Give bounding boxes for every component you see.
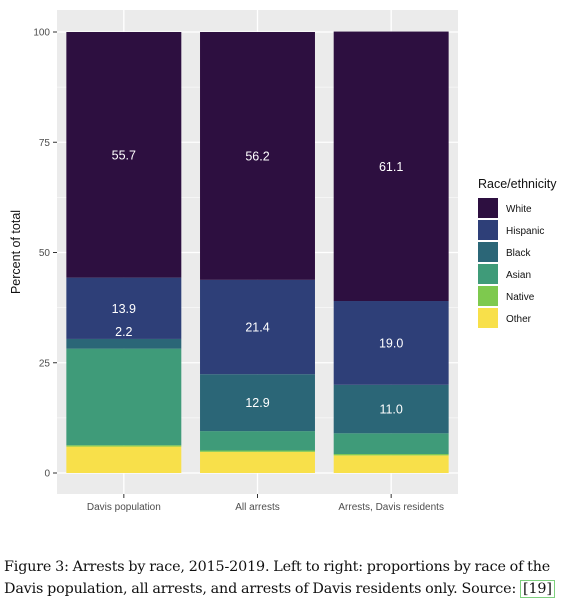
data-label-hispanic-all-arrests: 21.4	[245, 321, 269, 335]
caption-line-1: Figure 3: Arrests by race, 2015-2019. Le…	[4, 559, 551, 575]
y-tick-label: 50	[39, 248, 51, 259]
legend-label-white: White	[506, 204, 532, 215]
y-tick-label: 25	[39, 358, 51, 369]
legend-swatch-black	[478, 242, 498, 262]
stacked-bar-chart: 55.7 56.2 61.1 13.9 21.4 19.0 2.2 12.9 11.0 0 25 50…	[9, 10, 557, 513]
bar-other-davis-population	[66, 446, 182, 473]
legend-label-black: Black	[506, 248, 531, 259]
citation-link[interactable]: [19]	[520, 580, 555, 598]
bar-white-davis-population	[66, 32, 182, 278]
bar-native-all-arrests	[200, 450, 315, 452]
x-tick-label: Arrests, Davis residents	[338, 502, 444, 513]
bar-white-all-arrests	[200, 32, 315, 280]
legend-swatch-asian	[478, 264, 498, 284]
data-label-hispanic-arrests-davis-residents: 19.0	[379, 336, 403, 350]
bar-native-arrests-davis-residents	[333, 454, 449, 456]
y-tick-label: 0	[44, 469, 50, 480]
y-axis-title: Percent of total	[9, 210, 23, 294]
bar-asian-davis-population	[66, 348, 182, 446]
data-label-black-arrests-davis-residents: 11.0	[379, 403, 402, 417]
bar-hispanic-davis-population	[66, 277, 182, 339]
bar-hispanic-arrests-davis-residents	[333, 301, 449, 385]
y-tick-label: 75	[39, 138, 51, 149]
legend-swatch-native	[478, 286, 498, 306]
legend-swatch-white	[478, 198, 498, 218]
y-tick-label: 100	[33, 28, 50, 39]
data-label-white-arrests-davis-residents: 61.1	[379, 160, 403, 174]
legend-label-hispanic: Hispanic	[506, 226, 544, 237]
legend-swatch-hispanic	[478, 220, 498, 240]
data-label-white-all-arrests: 56.2	[245, 149, 269, 163]
bar-asian-all-arrests	[200, 431, 315, 451]
data-label-white-davis-population: 55.7	[112, 148, 136, 162]
bar-native-davis-population	[66, 445, 182, 447]
data-label-black-davis-population: 2.2	[115, 325, 132, 339]
bar-hispanic-all-arrests	[200, 279, 315, 375]
bar-other-all-arrests	[200, 451, 315, 473]
legend-label-native: Native	[506, 292, 535, 303]
legend-label-asian: Asian	[506, 270, 531, 281]
bar-asian-arrests-davis-residents	[333, 433, 449, 455]
bar-black-davis-population	[66, 338, 182, 349]
caption-line-2-text: Davis population, all arrests, and arres…	[4, 581, 517, 597]
caption-line-2: Davis population, all arrests, and arres…	[4, 578, 584, 600]
bar-black-arrests-davis-residents	[333, 384, 449, 434]
bar-white-arrests-davis-residents	[333, 31, 449, 302]
data-label-hispanic-davis-population: 13.9	[112, 302, 136, 316]
x-tick-label: All arrests	[235, 502, 279, 513]
legend-title: Race/ethnicity	[478, 177, 557, 191]
bar-black-all-arrests	[200, 374, 315, 432]
bar-other-arrests-davis-residents	[333, 455, 449, 473]
x-tick-label: Davis population	[87, 502, 161, 513]
legend-label-other: Other	[506, 314, 532, 325]
figure-caption: Figure 3: Arrests by race, 2015-2019. Le…	[4, 556, 584, 600]
legend-swatch-other	[478, 308, 498, 328]
data-label-black-all-arrests: 12.9	[245, 396, 269, 410]
